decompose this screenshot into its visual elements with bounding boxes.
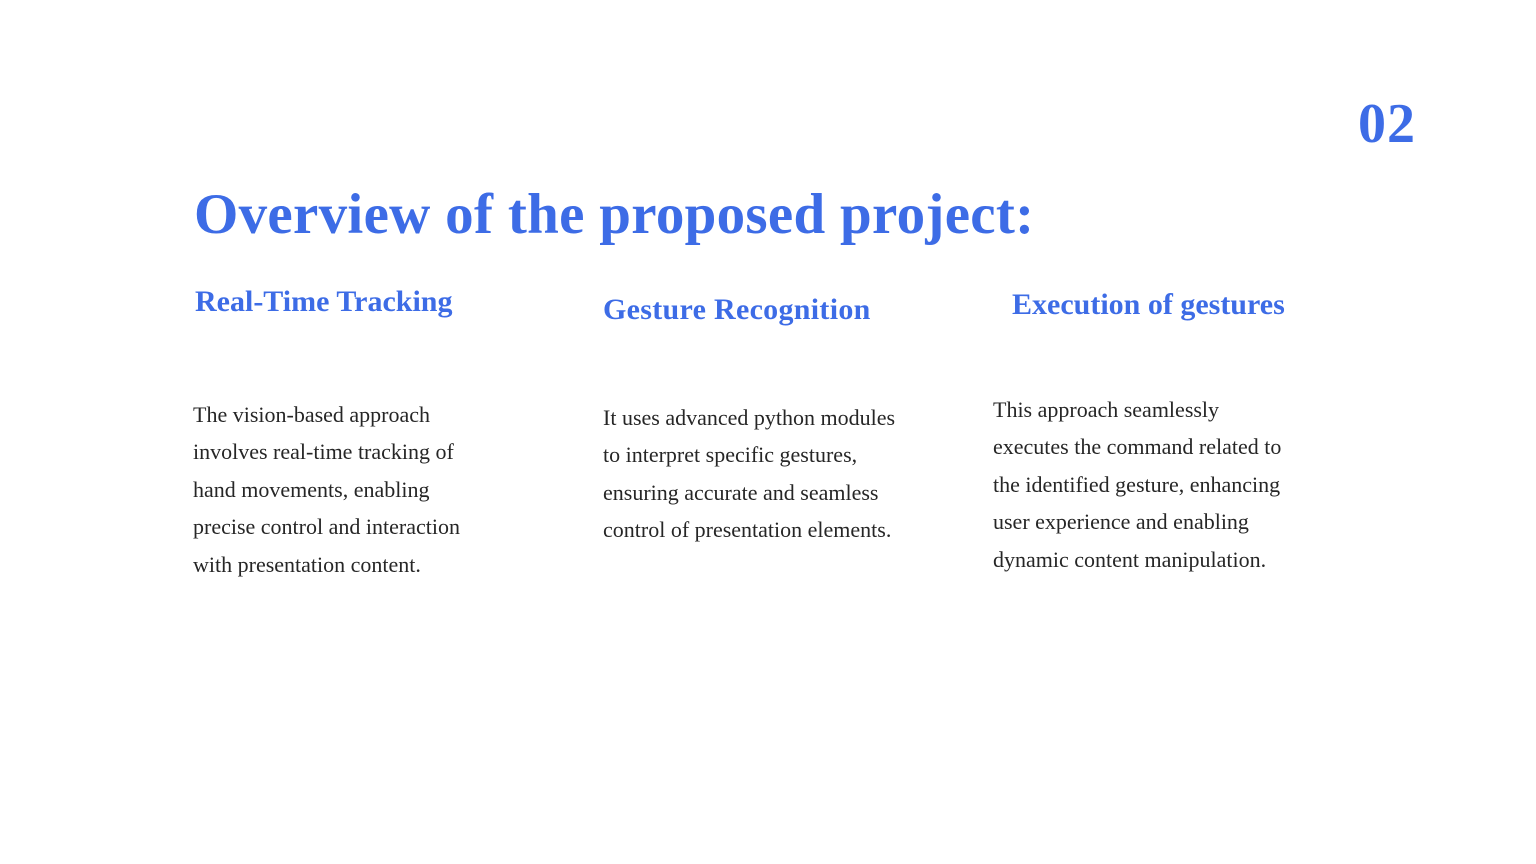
body-line: The vision-based approach <box>193 402 431 427</box>
body-line: It uses advanced python modules <box>603 405 896 430</box>
body-line: ensuring accurate and seamless <box>603 479 879 505</box>
body-line: the identified gesture, enhancing <box>993 471 1281 497</box>
body-line: precise control and interaction <box>193 514 460 540</box>
column-body-real-time-tracking: The vision-based approach involves real-… <box>193 396 460 583</box>
column-body-execution-of-gestures: This approach seamlessly executes the co… <box>993 391 1281 578</box>
column-heading-execution-of-gestures: Execution of gestures <box>1012 288 1285 321</box>
page-title: Overview of the proposed project: <box>194 183 1035 246</box>
body-line: hand movements, enabling <box>193 476 430 502</box>
body-line: to interpret specific gestures, <box>603 442 858 468</box>
body-line: dynamic content manipulation. <box>993 546 1267 572</box>
body-line: control of presentation elements. <box>603 517 892 543</box>
page-number: 02 <box>1358 93 1416 155</box>
body-line: executes the command related to <box>993 434 1282 460</box>
body-line: user experience and enabling <box>993 509 1249 535</box>
column-heading-gesture-recognition: Gesture Recognition <box>603 293 871 326</box>
body-line: with presentation content. <box>193 551 421 577</box>
body-line: This approach seamlessly <box>993 397 1220 422</box>
body-line: involves real-time tracking of <box>193 439 454 465</box>
column-body-gesture-recognition: It uses advanced python modules to inter… <box>603 399 895 549</box>
column-heading-real-time-tracking: Real-Time Tracking <box>195 285 453 318</box>
